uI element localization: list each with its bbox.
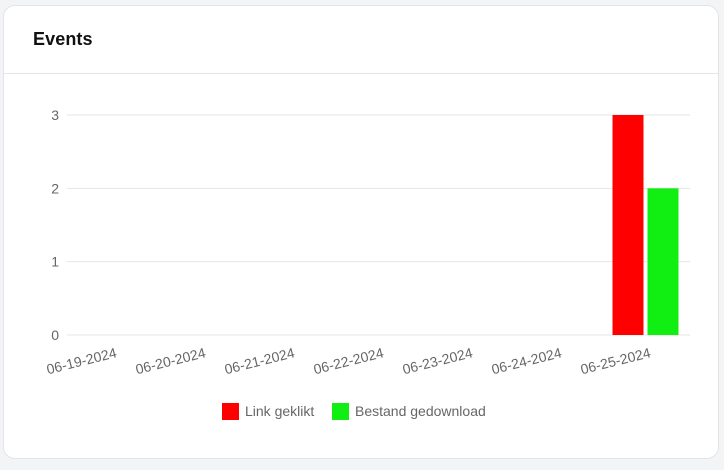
x-tick-label: 06-22-2024	[312, 344, 386, 377]
card-header: Events	[4, 6, 718, 74]
x-tick-label: 06-23-2024	[401, 344, 475, 377]
y-tick-label: 2	[51, 180, 59, 196]
bar-link-geklikt[interactable]	[612, 115, 644, 335]
grid-lines	[67, 114, 690, 336]
x-tick-label: 06-24-2024	[490, 344, 564, 377]
legend-label: Link geklikt	[245, 403, 314, 419]
card-title: Events	[33, 29, 93, 49]
x-tick-label: 06-25-2024	[579, 344, 653, 377]
bar-bestand-gedownload[interactable]	[647, 188, 679, 335]
legend-swatch	[332, 403, 349, 420]
y-tick-label: 1	[51, 254, 59, 270]
x-tick-label: 06-19-2024	[45, 344, 119, 377]
y-tick-label: 0	[51, 327, 59, 343]
x-tick-label: 06-21-2024	[223, 344, 297, 377]
events-card: Events	[3, 5, 719, 459]
legend-item-bestand-gedownload[interactable]: Bestand gedownload	[332, 403, 486, 420]
x-axis-ticks: 06-19-2024 06-20-2024 06-21-2024 06-22-2024…	[45, 344, 653, 377]
y-axis-ticks: 0 1 2 3	[51, 107, 59, 343]
x-tick-label: 06-20-2024	[134, 344, 208, 377]
legend: Link geklikt Bestand gedownload	[222, 403, 486, 420]
legend-swatch	[222, 403, 239, 420]
legend-item-link-geklikt[interactable]: Link geklikt	[222, 403, 314, 420]
y-tick-label: 3	[51, 107, 59, 123]
bars	[612, 115, 679, 335]
legend-label: Bestand gedownload	[355, 403, 486, 419]
